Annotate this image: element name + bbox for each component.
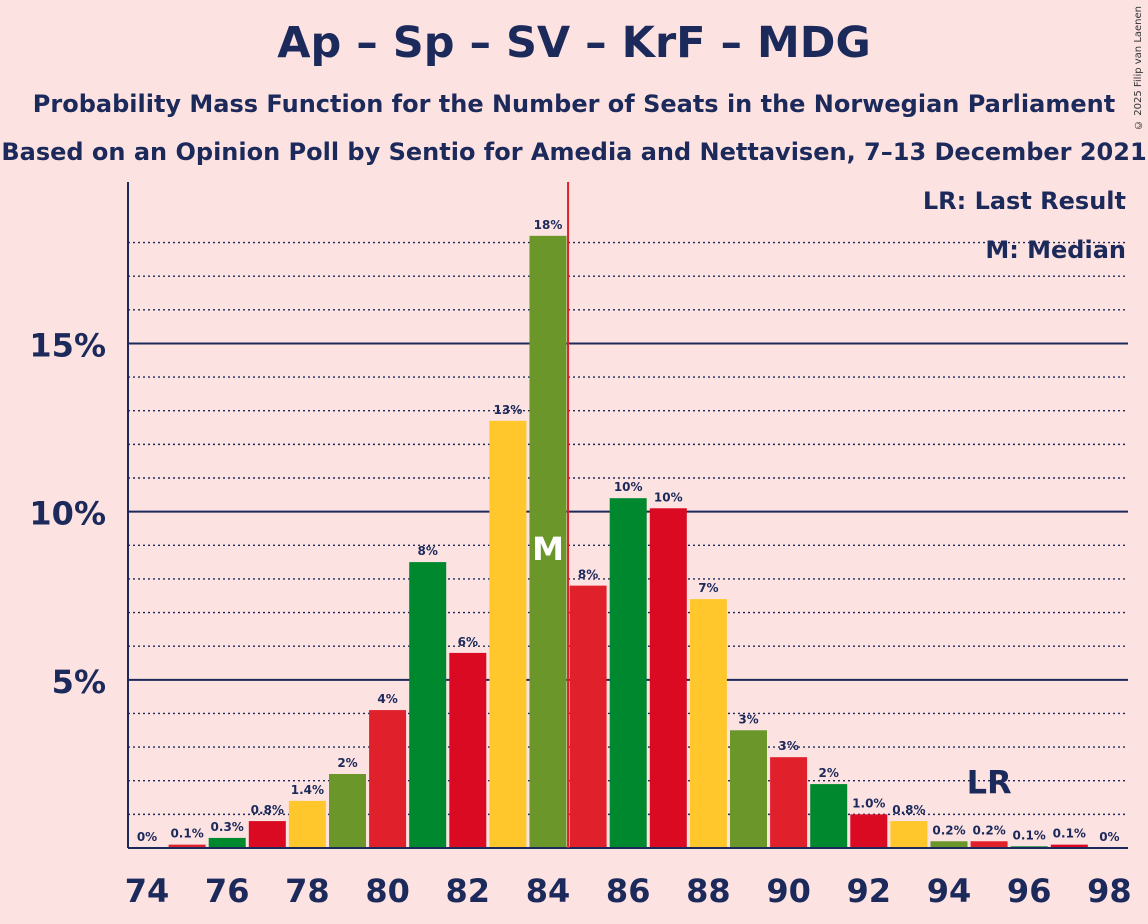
bar-85 bbox=[569, 585, 607, 848]
x-tick-label-88: 88 bbox=[686, 872, 731, 910]
bar-label-81: 8% bbox=[418, 544, 438, 558]
bar-81 bbox=[409, 562, 447, 848]
bar-label-86: 10% bbox=[614, 480, 643, 494]
bar-labels: 0% 0.1% 0.3% 0.8% 1.4% 2% 4% 8% 6% 13% 18% 8% 10% 10%… bbox=[137, 218, 1120, 844]
bar-77 bbox=[248, 821, 286, 848]
bars bbox=[168, 235, 1088, 848]
bar-label-93: 0.8% bbox=[892, 803, 925, 817]
bar-label-74: 0% bbox=[137, 830, 157, 844]
bar-label-80: 4% bbox=[377, 692, 397, 706]
x-tick-label-92: 92 bbox=[847, 872, 892, 910]
bar-label-96: 0.1% bbox=[1013, 828, 1046, 842]
bar-label-78: 1.4% bbox=[291, 783, 324, 797]
bar-75 bbox=[168, 844, 206, 848]
y-tick-label-15: 15% bbox=[29, 326, 106, 364]
legend-median: M: Median bbox=[985, 236, 1126, 264]
bar-93 bbox=[890, 821, 928, 848]
chart-title: Ap – Sp – SV – KrF – MDG bbox=[277, 18, 871, 68]
y-tick-label-10: 10% bbox=[29, 495, 106, 533]
bar-label-76: 0.3% bbox=[211, 820, 244, 834]
x-tick-label-80: 80 bbox=[365, 872, 410, 910]
bar-95 bbox=[970, 841, 1008, 848]
bar-label-90: 3% bbox=[778, 739, 798, 753]
x-tick-label-84: 84 bbox=[526, 872, 571, 910]
bar-83 bbox=[489, 420, 527, 848]
chart-subtitle: Probability Mass Function for the Number… bbox=[32, 90, 1116, 118]
bar-91 bbox=[810, 784, 848, 848]
x-tick-label-90: 90 bbox=[766, 872, 811, 910]
median-marker: M bbox=[532, 530, 564, 568]
bar-88 bbox=[689, 599, 727, 848]
x-tick-label-86: 86 bbox=[606, 872, 651, 910]
bar-78 bbox=[288, 800, 326, 848]
bar-label-88: 7% bbox=[698, 581, 718, 595]
bar-94 bbox=[930, 841, 968, 848]
x-tick-label-76: 76 bbox=[205, 872, 250, 910]
axes: 5% 10% 15% 74 76 78 80 82 84 86 88 90 92 94 96 98 bbox=[29, 182, 1132, 910]
bar-label-92: 1.0% bbox=[852, 796, 885, 810]
last-result-marker: LR bbox=[967, 763, 1012, 801]
bar-89 bbox=[730, 730, 767, 848]
bar-label-85: 8% bbox=[578, 568, 598, 582]
bar-label-77: 0.8% bbox=[251, 803, 284, 817]
bar-label-84: 18% bbox=[534, 218, 563, 232]
bar-76 bbox=[208, 837, 246, 848]
bar-label-83: 13% bbox=[494, 403, 523, 417]
bar-label-94: 0.2% bbox=[932, 823, 965, 837]
legend-last-result: LR: Last Result bbox=[923, 187, 1126, 215]
bar-label-75: 0.1% bbox=[170, 827, 203, 841]
bar-label-89: 3% bbox=[738, 712, 758, 726]
x-tick-label-94: 94 bbox=[927, 872, 972, 910]
bar-84 bbox=[529, 235, 567, 848]
bar-label-82: 6% bbox=[458, 635, 478, 649]
chart-source: Based on an Opinion Poll by Sentio for A… bbox=[1, 138, 1147, 166]
x-tick-label-78: 78 bbox=[285, 872, 330, 910]
bar-label-87: 10% bbox=[654, 490, 683, 504]
markers: M LR bbox=[532, 182, 1012, 848]
bar-label-91: 2% bbox=[819, 766, 839, 780]
bar-82 bbox=[449, 652, 487, 848]
bar-86 bbox=[609, 498, 647, 848]
bar-90 bbox=[770, 757, 808, 848]
bar-97 bbox=[1050, 844, 1088, 848]
bar-80 bbox=[369, 710, 407, 848]
bar-label-79: 2% bbox=[337, 756, 357, 770]
bar-label-97: 0.1% bbox=[1053, 827, 1086, 841]
bar-87 bbox=[649, 508, 687, 848]
bar-label-98: 0% bbox=[1099, 830, 1119, 844]
x-tick-label-96: 96 bbox=[1007, 872, 1052, 910]
bar-92 bbox=[850, 814, 888, 848]
bar-79 bbox=[329, 774, 366, 848]
x-tick-label-82: 82 bbox=[446, 872, 491, 910]
y-tick-label-5: 5% bbox=[52, 663, 106, 701]
bar-label-95: 0.2% bbox=[972, 823, 1005, 837]
x-tick-label-98: 98 bbox=[1087, 872, 1132, 910]
x-tick-label-74: 74 bbox=[125, 872, 170, 910]
